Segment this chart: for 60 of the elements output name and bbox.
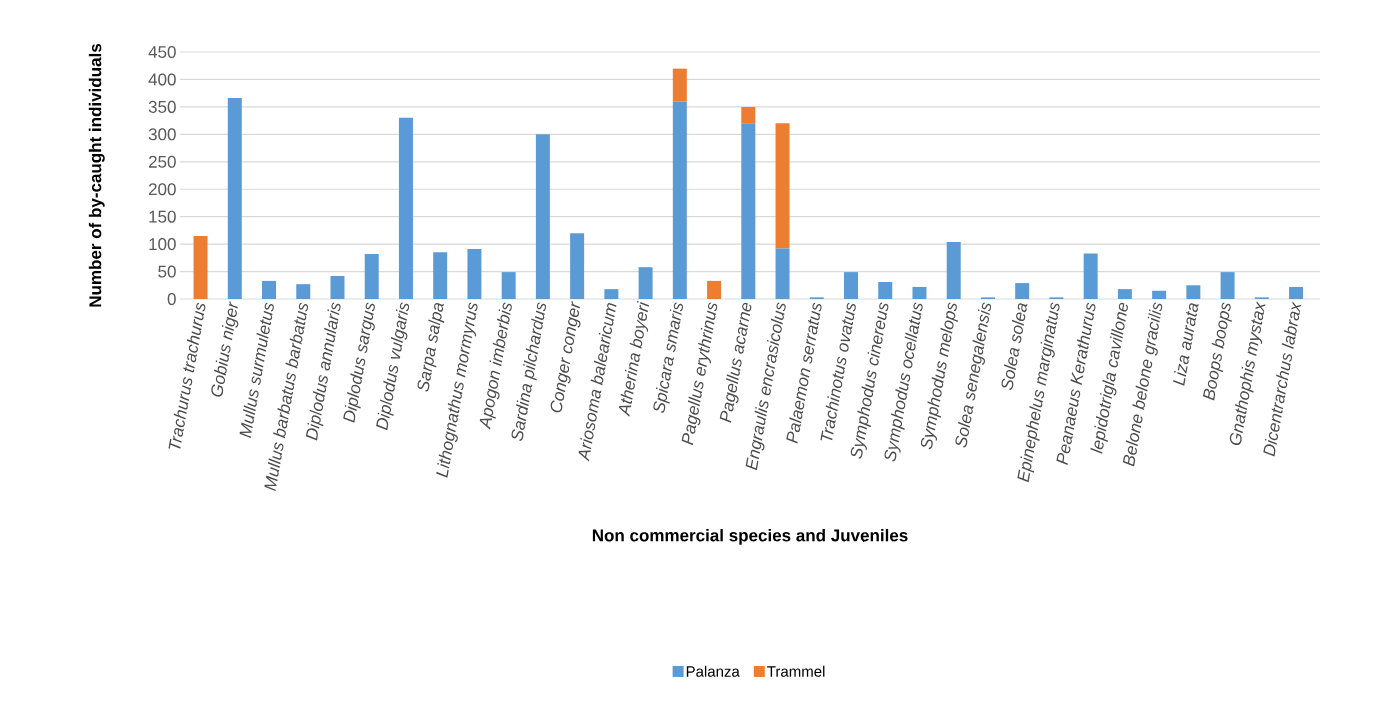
y-tick-label: 150 <box>149 210 176 223</box>
y-tick-label: 350 <box>148 100 176 113</box>
bar <box>775 248 790 299</box>
y-axis-title: Number of by-caught individuals <box>88 43 105 307</box>
bar <box>638 267 653 299</box>
x-tick-label: Sarpa salpa <box>417 302 445 392</box>
x-tick-label: Diplodus vulgaris <box>376 302 410 431</box>
bar <box>912 286 927 299</box>
bar <box>946 241 961 299</box>
bar <box>604 289 619 299</box>
bar <box>398 117 413 299</box>
bar <box>1117 289 1132 299</box>
x-tick-label: Pagellus acarne <box>719 302 752 423</box>
x-tick-label: Apogon imberbis <box>479 302 512 430</box>
bar <box>193 235 208 299</box>
x-tick-label: Mullus surmuletus <box>239 302 274 438</box>
y-tick-label: 200 <box>148 183 176 196</box>
bar <box>227 98 242 299</box>
bar <box>1220 272 1235 299</box>
bar <box>467 249 482 299</box>
y-tick-label: 300 <box>148 128 176 141</box>
x-tick-label: Boops boops <box>1203 302 1232 401</box>
bar <box>1186 285 1201 299</box>
bar <box>330 275 345 299</box>
bar <box>741 123 756 299</box>
x-tick-label: Atherina boyeri <box>619 300 649 417</box>
y-tick-label: 0 <box>167 292 176 306</box>
bar <box>296 284 311 299</box>
bar <box>262 280 277 299</box>
x-tick-label: Conger conger <box>550 301 581 413</box>
x-tick-label: Sardina pilchardus <box>511 302 547 441</box>
y-tick-label: 250 <box>148 155 176 168</box>
bar <box>878 281 893 299</box>
bar <box>672 68 687 102</box>
x-axis-title: Non commercial species and Juveniles <box>592 528 908 545</box>
bar <box>775 123 790 249</box>
bar <box>1289 286 1304 299</box>
y-tick-label: 400 <box>148 73 176 86</box>
bar <box>1083 253 1098 299</box>
bar <box>501 272 516 299</box>
x-tick-label: Liza aurata <box>1173 303 1199 386</box>
bar <box>570 233 585 299</box>
y-tick-label: 50 <box>158 265 176 278</box>
y-tick-label: 450 <box>148 45 176 59</box>
bar <box>364 254 379 299</box>
bar <box>741 106 756 124</box>
legend-label: Palanza <box>686 665 740 677</box>
bar <box>672 101 687 299</box>
bar <box>1015 283 1030 299</box>
bar <box>433 252 448 299</box>
x-tick-label: Diplodus sargus <box>343 302 375 423</box>
y-tick-label: 100 <box>149 238 176 251</box>
bar <box>844 272 859 299</box>
x-tick-label: Gobius niger <box>211 301 239 397</box>
bar <box>535 134 550 299</box>
bar <box>1152 290 1167 299</box>
bar <box>707 280 722 299</box>
x-tick-label: Solea solea <box>1001 303 1028 391</box>
x-tick-label: Spicara smaris <box>653 302 683 413</box>
legend-label: Trammel <box>767 665 825 677</box>
